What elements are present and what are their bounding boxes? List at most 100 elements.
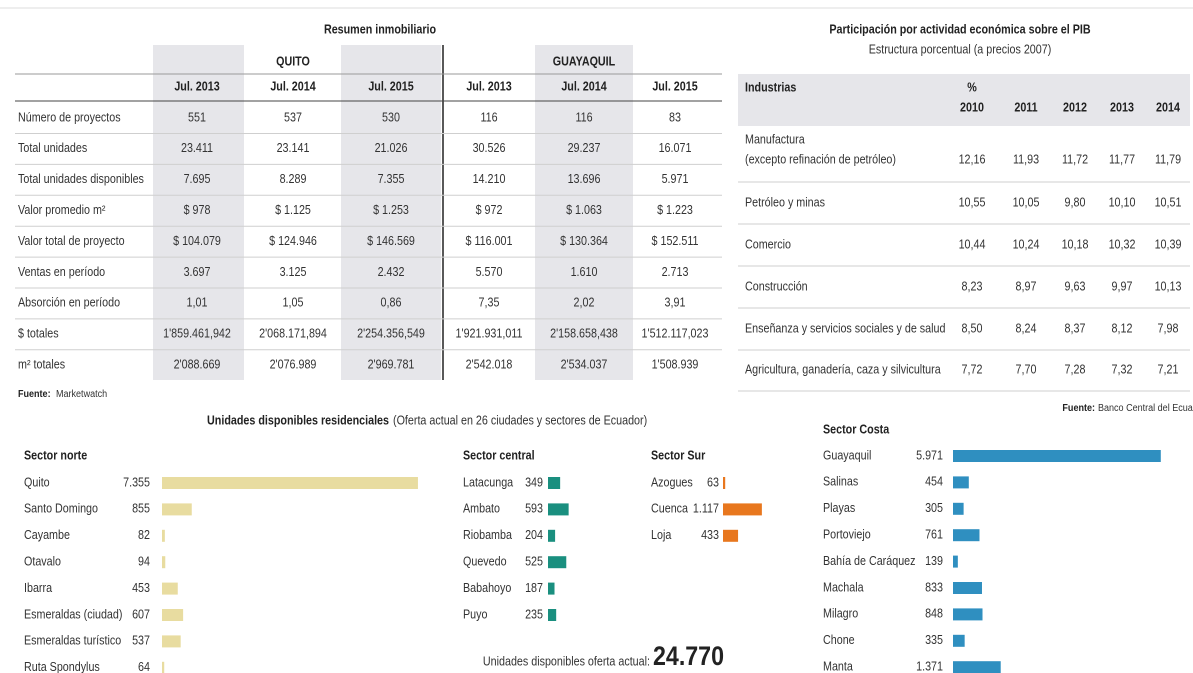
cell: 10,44	[959, 238, 986, 252]
cell: $ 972	[476, 203, 503, 217]
cell: 1'512.117,023	[642, 327, 709, 341]
bar	[162, 556, 166, 569]
bar	[953, 555, 958, 568]
cell: 7,70	[1016, 363, 1037, 377]
bar	[162, 661, 165, 673]
city-name: Chone	[823, 633, 855, 647]
bar	[953, 634, 965, 647]
cell: 23.141	[277, 141, 310, 155]
city-name: Santo Domingo	[24, 502, 98, 516]
bar	[548, 529, 556, 542]
cell: 8,37	[1065, 322, 1086, 336]
cell: $ 1.125	[275, 203, 311, 217]
table-title: Resumen inmobiliario	[324, 23, 436, 37]
city-name: Manta	[823, 660, 853, 673]
table-title: Participación por actividad económica so…	[829, 23, 1090, 37]
value-label: 235	[525, 608, 543, 622]
cell: 2.713	[662, 265, 689, 279]
year-header: 2010	[960, 101, 984, 115]
cell: 7.695	[184, 172, 211, 186]
year-header: 2014	[1156, 101, 1180, 115]
cell: 551	[188, 111, 206, 125]
row-label: $ totales	[18, 327, 59, 341]
cell: 12,16	[959, 153, 986, 167]
cell: 8,24	[1016, 322, 1037, 336]
cell: 116	[480, 111, 497, 125]
cell: 8,23	[962, 280, 983, 294]
value-label: 64	[138, 660, 150, 673]
cell: $ 116.001	[466, 234, 513, 248]
bar	[548, 477, 561, 489]
cell: 10,51	[1155, 196, 1182, 210]
cell: 10,32	[1109, 238, 1136, 252]
city-name: Babahoyo	[463, 581, 511, 595]
cell: 10,18	[1062, 238, 1089, 252]
bar	[548, 556, 567, 569]
sector-title: Sector norte	[24, 449, 88, 463]
period-header: Jul. 2013	[174, 80, 220, 94]
city-name: Otavalo	[24, 555, 61, 569]
cell: 10,10	[1109, 196, 1136, 210]
city-name: Ambato	[463, 502, 500, 516]
period-header: Jul. 2015	[368, 80, 414, 94]
cell: 10,05	[1013, 196, 1040, 210]
cell: 11,79	[1155, 153, 1181, 167]
cell: 8,50	[962, 322, 983, 336]
city-name: Puyo	[463, 608, 487, 622]
header-band	[738, 74, 1190, 126]
value-label: 833	[925, 581, 943, 595]
city-header: GUAYAQUIL	[553, 55, 615, 69]
value-label: 349	[525, 476, 543, 490]
cell: 30.526	[473, 141, 506, 155]
cell: 13.696	[568, 172, 601, 186]
cell: $ 124.946	[269, 234, 317, 248]
bar	[953, 476, 969, 489]
bar	[162, 477, 418, 489]
value-label: 855	[132, 502, 150, 516]
city-name: Portoviejo	[823, 528, 871, 542]
bar	[953, 529, 980, 542]
sector-title: Sector Costa	[823, 423, 890, 437]
total-value: 24.770	[653, 642, 724, 672]
sector-title: Sector central	[463, 449, 535, 463]
bar	[953, 661, 1001, 673]
cell: 2'068.171,894	[259, 327, 327, 341]
section-title: Unidades disponibles residenciales	[207, 414, 389, 428]
source: Marketwatch	[56, 388, 107, 400]
column-header: %	[967, 81, 977, 95]
cell: 8,12	[1112, 322, 1133, 336]
industry: Agricultura, ganadería, caza y silvicult…	[745, 363, 941, 377]
cell: 1,05	[283, 296, 304, 310]
row-label: Total unidades disponibles	[18, 172, 144, 186]
value-label: 593	[525, 502, 543, 516]
period-header: Jul. 2013	[466, 80, 512, 94]
cell: 2.432	[378, 265, 405, 279]
city-name: Guayaquil	[823, 449, 871, 463]
cell: 11,93	[1013, 153, 1039, 167]
city-name: Latacunga	[463, 476, 514, 490]
industry: Construcción	[745, 280, 808, 294]
cell: 11,72	[1062, 153, 1088, 167]
cell: 1.610	[571, 265, 598, 279]
cell: 7,32	[1112, 363, 1133, 377]
cell: 5.971	[662, 172, 689, 186]
bar	[723, 477, 726, 489]
value-label: 761	[925, 528, 943, 542]
value-label: 335	[925, 633, 943, 647]
value-label: 7.355	[123, 476, 150, 490]
cell: $ 1.253	[373, 203, 409, 217]
value-label: 82	[138, 528, 150, 542]
row-label: Absorción en período	[18, 296, 120, 310]
city-name: Azogues	[651, 476, 693, 490]
cell: 8,97	[1016, 280, 1037, 294]
cell: 10,39	[1155, 238, 1182, 252]
cell: 1'508.939	[652, 358, 699, 372]
section-subtitle: (Oferta actual en 26 ciudades y sectores…	[393, 414, 647, 428]
cell: 16.071	[659, 141, 692, 155]
city-name: Esmeraldas (ciudad)	[24, 608, 123, 622]
city-name: Cayambe	[24, 528, 70, 542]
year-header: 2011	[1014, 101, 1038, 115]
bar	[162, 582, 178, 595]
cell: 10,24	[1013, 238, 1040, 252]
